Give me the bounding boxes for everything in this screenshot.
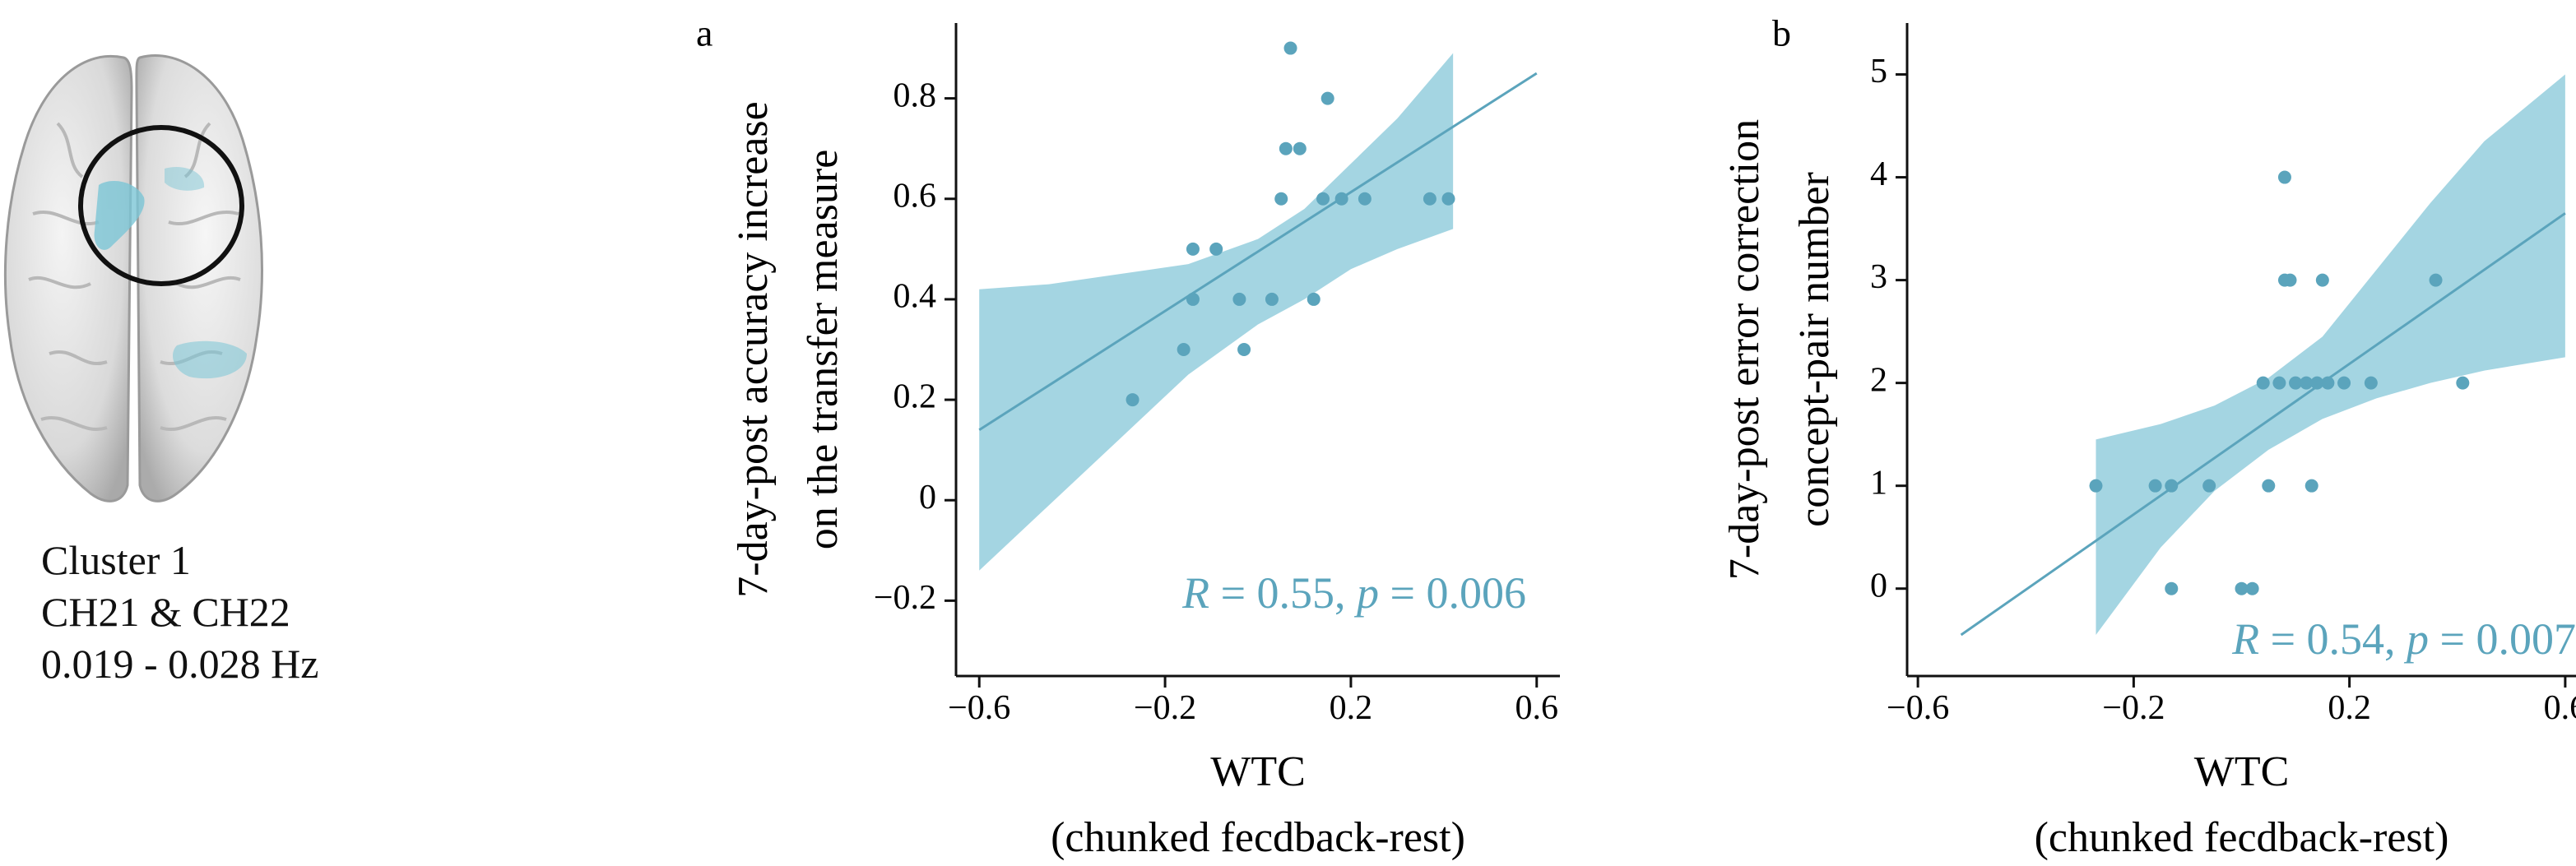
chart-b-ytick-label-0: 0 [1870,567,1887,604]
chart-b-point-20 [2364,376,2378,390]
chart-b-point-18 [2321,376,2335,390]
chart-a-ytick-label-0: −0.2 [874,579,936,617]
chart-a-point-11 [1293,141,1307,155]
chart-b-xlabel-line2: (chunked fecdback-rest) [2035,814,2449,861]
chart-b-point-19 [2337,376,2351,390]
chart-b-point-14 [2300,376,2314,390]
chart-b-stats-part-2: p [2403,614,2429,664]
chart-a-group: a −0.2 0 0.2 0.4 0.6 0.8 −0.6 −0.2 0.2 0.6 WTC (chun… [696,12,1560,861]
chart-a-point-9 [1279,141,1293,155]
chart-a-point-17 [1423,192,1437,206]
chart-b-panel-label: b [1772,12,1791,54]
chart-b-group: b 0 1 2 3 4 5 −0.6 −0.2 0.2 0.6 WTC (chunked fecdbac… [1721,12,2576,861]
chart-b-ytick-label-4: 4 [1870,155,1887,193]
chart-a-ytick-label-3: 0.4 [893,278,937,316]
chart-a-point-5 [1232,292,1246,306]
chart-a-ytick-label-2: 0.2 [893,378,937,416]
chart-a-stats-part-2: p [1353,568,1379,618]
chart-b-xtick-label-1: −0.2 [2102,689,2165,727]
chart-b-xlabel: WTC [2194,748,2290,795]
chart-a-xtick-label-3: 0.6 [1515,689,1559,727]
chart-a-ytick-label-4: 0.6 [893,177,937,215]
chart-a-point-1 [1177,343,1191,356]
chart-a-ytick-label-1: 0 [919,479,936,516]
chart-a-xtick-label-0: −0.6 [948,689,1010,727]
chart-b-confidence-band [2096,74,2565,635]
chart-a-xlabel-line2: (chunked fecdback-rest) [1051,814,1465,861]
chart-a-point-6 [1237,343,1251,356]
chart-b-point-5 [2235,581,2249,595]
chart-b-point-22 [2456,376,2470,390]
chart-b-point-21 [2429,273,2443,287]
chart-a-point-2 [1186,292,1200,306]
chart-b-point-8 [2262,479,2276,493]
cluster-caption: Cluster 1 CH21 & CH22 0.019 - 0.028 Hz [41,535,318,690]
chart-b-stats-part-1: = 0.54, [2259,614,2407,664]
chart-b-xtick-label-2: 0.2 [2328,689,2371,727]
chart-a-xtick-label-1: −0.2 [1134,689,1196,727]
chart-a-confidence-band [979,53,1454,571]
chart-a-point-14 [1320,91,1334,105]
chart-a-xtick-label-2: 0.2 [1330,689,1373,727]
chart-a-ylabel: 7-day-post accuracy increase [730,101,777,597]
chart-a-xlabel: WTC [1210,748,1306,795]
chart-a-point-12 [1307,292,1320,306]
chart-b-xtick-label-0: −0.6 [1887,689,1949,727]
cluster-circle [78,125,244,286]
chart-a-point-16 [1358,192,1372,206]
chart-b-point-13 [2289,376,2303,390]
cluster-channels: CH21 & CH22 [41,589,290,635]
chart-b-stats-part-0: R [2231,614,2259,664]
chart-b-point-17 [2315,273,2329,287]
chart-b-point-16 [2310,376,2324,390]
chart-a-fit-line [978,72,1538,431]
chart-b-point-9 [2272,376,2286,390]
chart-b-stats-annotation: R = 0.54, p = 0.007 [2231,614,2576,664]
chart-b-point-4 [2202,479,2216,493]
chart-b-stats-part-3: = 0.007 [2429,614,2576,664]
chart-a-stats-annotation: R = 0.55, p = 0.006 [1181,568,1526,618]
chart-a-stats-part-3: = 0.006 [1379,568,1526,618]
chart-b-ytick-label-5: 5 [1870,53,1887,90]
left-hemisphere [3,54,133,502]
chart-a-point-0 [1126,393,1139,407]
chart-a-stats-part-1: = 0.55, [1209,568,1357,618]
chart-a-point-10 [1283,41,1297,55]
chart-a-point-4 [1209,242,1223,256]
chart-b-point-15 [2304,479,2318,493]
chart-b-point-12 [2283,273,2297,287]
chart-a-ytick-label-5: 0.8 [893,76,937,114]
chart-b-ylabel-line2: concept-pair number [1791,172,1838,527]
chart-b-ytick-label-3: 3 [1870,258,1887,296]
chart-b-point-11 [2277,170,2291,184]
chart-a-point-18 [1441,192,1455,206]
brain-rendering [3,54,263,502]
chart-b-ytick-label-1: 1 [1870,464,1887,502]
chart-b-point-0 [2089,479,2103,493]
chart-b-fit-line [1960,212,2566,637]
activation-overlay [94,166,247,379]
chart-a-point-15 [1334,192,1348,206]
chart-b-ylabel: 7-day-post error correction [1721,119,1768,580]
cluster-frequency: 0.019 - 0.028 Hz [41,641,319,687]
cluster-name: Cluster 1 [41,537,191,583]
chart-a-point-13 [1316,192,1330,206]
chart-b-point-1 [2148,479,2162,493]
chart-b-ytick-label-2: 2 [1870,361,1887,399]
chart-b-point-2 [2165,479,2179,493]
chart-a-point-3 [1186,242,1200,256]
chart-b-point-3 [2165,581,2179,595]
chart-a-stats-part-0: R [1181,568,1209,618]
chart-a-point-8 [1274,192,1288,206]
chart-b-xtick-label-3: 0.6 [2544,689,2576,727]
chart-b-point-7 [2256,376,2270,390]
chart-a-point-7 [1265,292,1279,306]
chart-a-panel-label: a [696,12,712,54]
chart-a-ylabel-line2: on the transfer measure [800,150,847,550]
chart-b-point-6 [2245,581,2259,595]
